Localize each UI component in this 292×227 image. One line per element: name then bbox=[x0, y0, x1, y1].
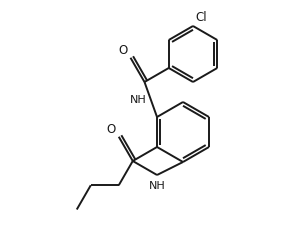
Text: O: O bbox=[118, 44, 128, 57]
Text: NH: NH bbox=[149, 180, 165, 190]
Text: NH: NH bbox=[130, 94, 147, 104]
Text: O: O bbox=[107, 122, 116, 135]
Text: Cl: Cl bbox=[195, 11, 207, 24]
